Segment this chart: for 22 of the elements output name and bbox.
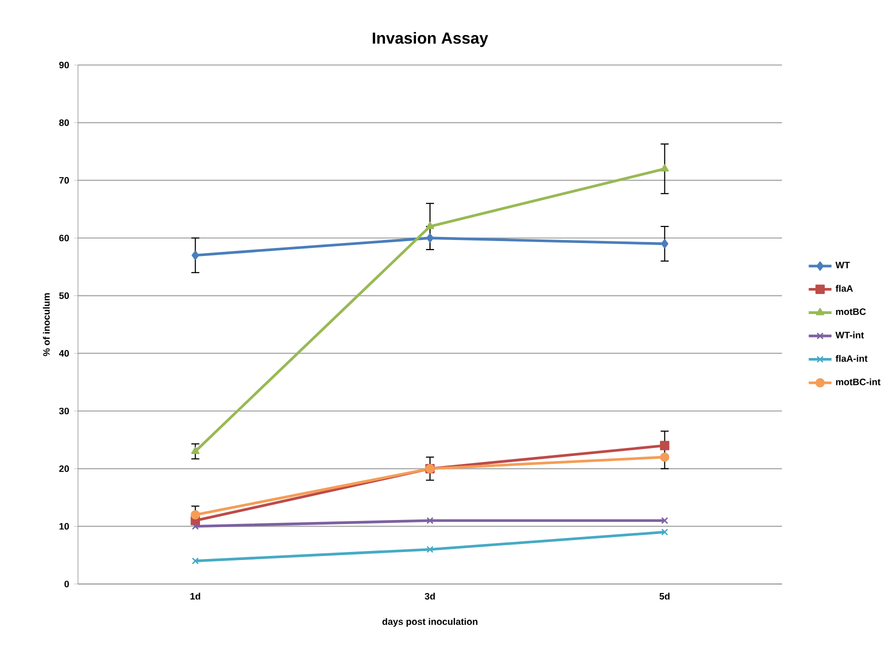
y-tick-label: 30 <box>59 408 69 414</box>
legend-label: flaA <box>836 284 853 292</box>
y-tick-label: 80 <box>59 119 69 126</box>
y-tick-label: 50 <box>59 292 69 299</box>
legend-label: flaA-int <box>836 354 868 362</box>
y-tick-label: 70 <box>59 177 69 184</box>
x-tick-label: 1d <box>190 592 200 600</box>
x-tick-label: 5d <box>660 592 670 600</box>
y-tick-label: 10 <box>59 523 69 530</box>
y-tick-label: 20 <box>59 465 69 472</box>
x-axis-title: days post inoculation <box>382 618 478 627</box>
x-tick-label: 3d <box>424 592 435 600</box>
chart-title: Invasion Assay <box>372 32 488 47</box>
legend-label: WT <box>835 262 850 268</box>
y-axis-title: % of inoculum <box>42 293 50 356</box>
y-tick-label: 0 <box>64 580 69 588</box>
legend-label: motBC <box>836 308 866 315</box>
legend-label: WT-int <box>835 332 864 338</box>
y-tick-label: 90 <box>59 62 69 68</box>
y-tick-label: 60 <box>59 234 69 242</box>
y-tick-label: 40 <box>59 350 69 357</box>
legend-label: motBC-int <box>836 378 880 386</box>
